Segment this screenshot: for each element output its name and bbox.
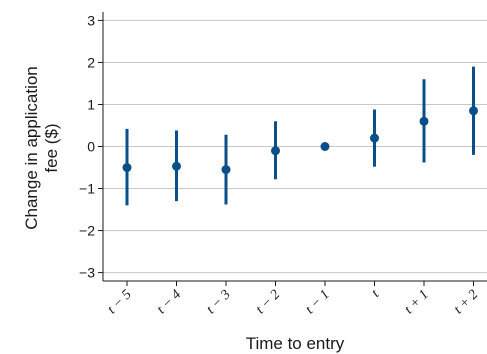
data-point: [370, 133, 379, 143]
axes: 3 2 1 0 −1 −2 −3 t − 5 t − 4 t − 3 t − 2 t − 1 t t + …: [79, 12, 487, 317]
confidence-intervals: [125, 66, 475, 206]
x-tick-label: t − 1: [303, 287, 333, 317]
gridlines: [103, 19, 487, 274]
x-tick-label: t − 5: [105, 287, 135, 317]
x-tick-label: t: [369, 286, 383, 300]
data-point: [221, 165, 231, 175]
x-tick-label: t + 1: [402, 287, 432, 317]
point-estimates: [122, 106, 478, 175]
y-tick-label: 3: [87, 12, 95, 28]
y-tick-label: −2: [79, 223, 95, 239]
y-axis-title: Change in application fee ($): [22, 66, 61, 230]
y-tick-label: −1: [79, 181, 95, 197]
data-point: [122, 163, 132, 173]
x-tick-label: t + 2: [451, 287, 481, 317]
y-axis-title-line-2: fee ($): [42, 123, 61, 172]
y-tick-label: 2: [87, 54, 95, 70]
data-point: [469, 106, 478, 116]
x-axis-title: Time to entry: [246, 334, 345, 353]
data-point: [419, 116, 429, 126]
data-point: [320, 142, 330, 151]
y-tick-label: −3: [79, 265, 95, 281]
x-tick-label: t − 4: [154, 287, 184, 317]
y-tick-label: 1: [87, 96, 95, 112]
data-point: [172, 161, 181, 171]
y-tick-label: 0: [87, 139, 95, 155]
data-point: [271, 146, 280, 156]
x-tick-label: t − 3: [204, 287, 234, 317]
x-tick-label: t − 2: [253, 287, 283, 317]
y-axis-title-line-1: Change in application: [22, 66, 41, 230]
